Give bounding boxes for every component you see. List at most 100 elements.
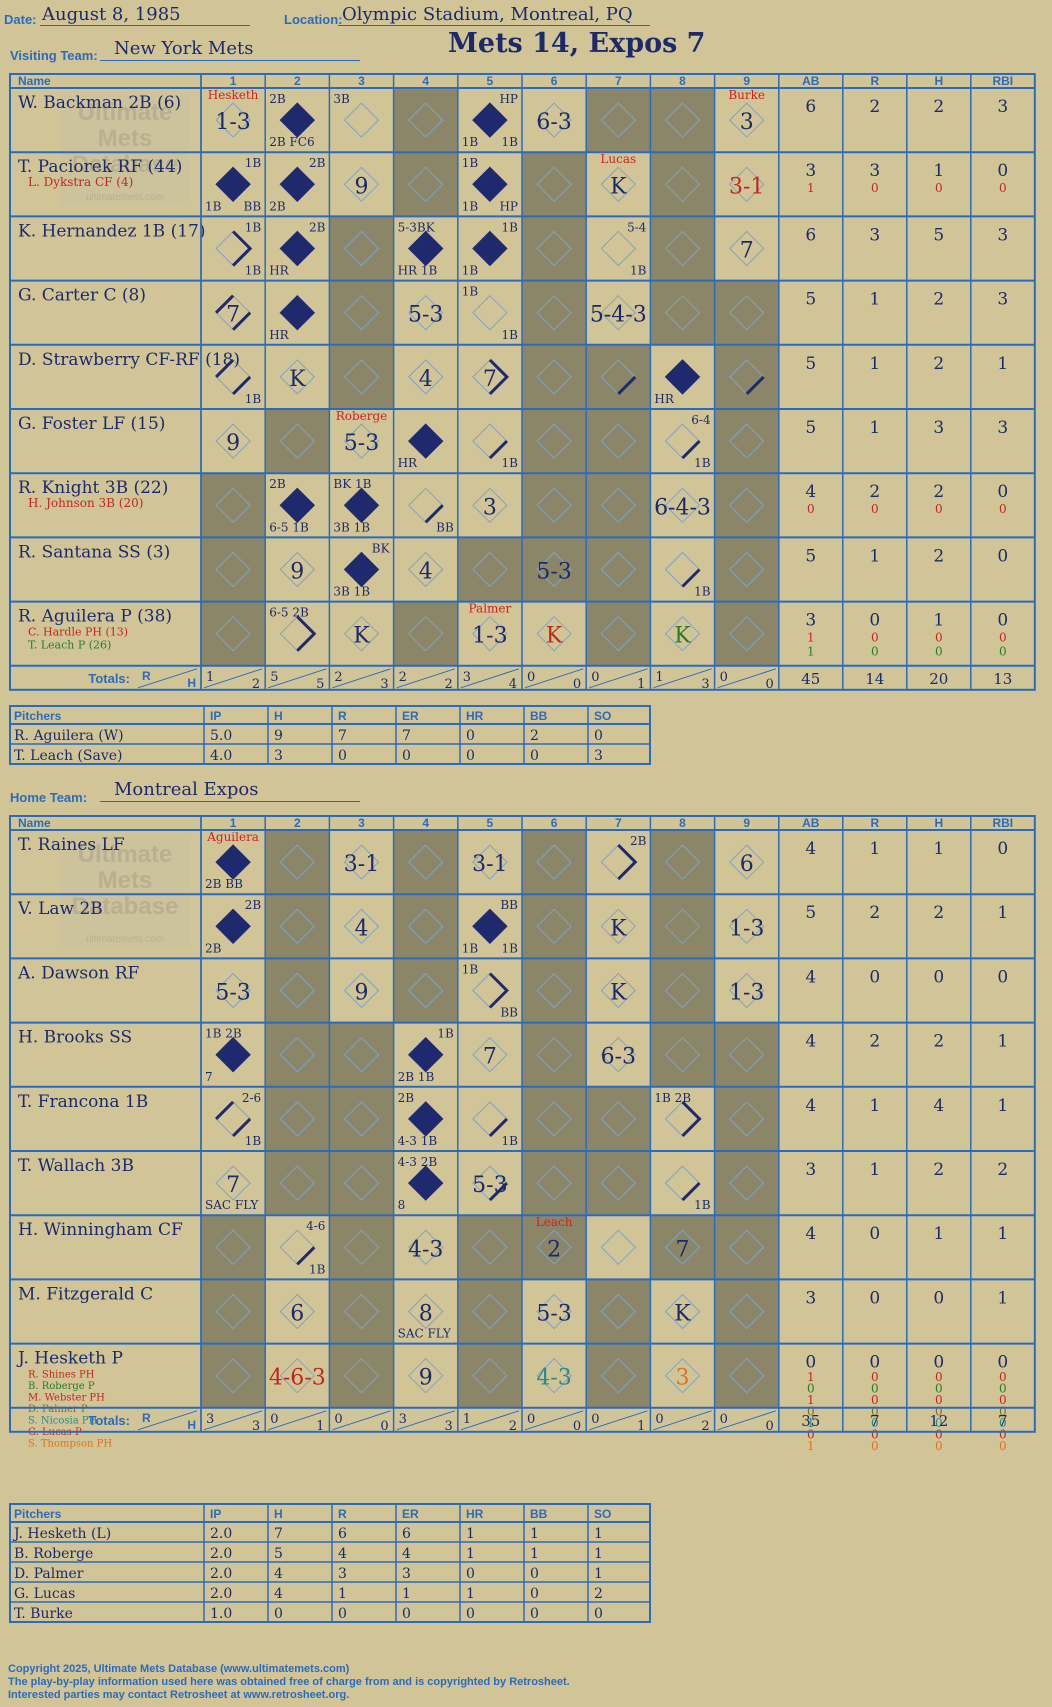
base-diamond	[343, 423, 380, 459]
stat-r: 2	[869, 97, 880, 117]
shaded-inning-cell	[522, 830, 587, 895]
play-notation: 1B	[694, 456, 711, 470]
totals-slash	[524, 1410, 584, 1431]
stat-h: 2	[933, 1032, 944, 1052]
player-name: T. Wallach 3B	[18, 1156, 134, 1176]
watermark-text: Mets	[98, 125, 153, 152]
player-name: T. Paciorek RF (44)	[18, 157, 182, 177]
stat-h: 1	[933, 161, 944, 181]
base-diamond	[472, 844, 508, 880]
total-rbi: 13	[993, 670, 1012, 688]
play-notation: 2B	[269, 92, 286, 106]
inning-header: 4	[422, 74, 429, 88]
base-diamond	[536, 1357, 572, 1394]
base-diamond	[407, 359, 444, 395]
play-notation: 3-1	[344, 852, 379, 877]
totals-slash	[460, 1410, 520, 1431]
shaded-inning-cell	[522, 280, 587, 345]
run-scored-diamond	[279, 166, 316, 203]
stat-r: 3	[869, 161, 880, 181]
shaded-inning-cell	[201, 1343, 266, 1408]
shaded-inning-cell	[650, 1215, 715, 1280]
base-diamond	[407, 487, 444, 524]
stat-r: 1	[869, 1096, 880, 1116]
stat-rbi: 0	[999, 502, 1007, 516]
base-diamond	[664, 1229, 701, 1266]
play-notation: K	[674, 1302, 691, 1327]
base-diamond	[600, 166, 637, 203]
inning-hits: 0	[766, 1419, 774, 1434]
base-diamond	[279, 615, 316, 652]
shaded-inning-cell	[393, 88, 458, 153]
pitcher-header: Pitchers	[14, 709, 62, 723]
play-notation: 5-3	[408, 303, 443, 328]
play-notation: 1B	[694, 585, 711, 599]
pitcher-header: R	[338, 709, 347, 723]
play-notation: 2B	[309, 220, 326, 234]
play-notation: 2B	[309, 156, 326, 170]
base-diamond	[664, 1101, 701, 1137]
base-diamond	[407, 1293, 444, 1330]
play-notation: BB	[436, 520, 454, 534]
stat-h: 0	[935, 1370, 943, 1384]
base-diamond	[343, 1293, 380, 1330]
shaded-inning-cell	[522, 409, 587, 474]
total-r: 7	[870, 1412, 880, 1430]
watermark-text: Database	[72, 893, 179, 920]
shaded-inning-cell	[522, 216, 587, 281]
shaded-inning-cell	[714, 409, 779, 474]
basepath-line	[232, 247, 252, 267]
pitcher-r: 0	[338, 1606, 347, 1622]
pitcher-r: 7	[338, 728, 347, 744]
watermark-url: ultimatemets.com	[86, 192, 164, 203]
stat-h: 2	[933, 482, 944, 502]
inning-header: 8	[679, 74, 686, 88]
substitute-name: S. Thompson PH	[28, 1439, 112, 1450]
play-notation: HP	[499, 199, 518, 213]
play-notation: HR 1B	[398, 264, 438, 278]
pitching-change-note: Leach	[536, 1215, 573, 1229]
total-ab: 45	[801, 670, 820, 688]
stat-r: 0	[871, 502, 879, 516]
base-diamond	[407, 166, 444, 203]
player-name: W. Backman 2B (6)	[18, 93, 181, 113]
base-diamond	[728, 908, 765, 945]
pitcher-hr: 0	[466, 1566, 475, 1582]
stat-r: 1	[869, 546, 880, 566]
play-notation: K	[674, 624, 691, 649]
base-diamond	[536, 615, 572, 652]
base-diamond	[600, 487, 637, 524]
watermark-box	[60, 96, 190, 206]
player-name: T. Francona 1B	[18, 1092, 148, 1112]
pitcher-h: 3	[274, 748, 283, 764]
shaded-inning-cell	[457, 1279, 522, 1344]
pitcher-table-border	[9, 1503, 651, 1623]
stat-r: 0	[869, 1288, 880, 1308]
shaded-inning-cell	[329, 1215, 394, 1280]
stat-ab: 0	[805, 1353, 816, 1373]
base-diamond	[343, 1101, 380, 1137]
base-diamond	[472, 1101, 508, 1137]
run-scored-diamond	[407, 423, 444, 459]
play-notation: 2	[547, 1237, 561, 1262]
play-notation: 1-3	[729, 981, 764, 1006]
shaded-inning-cell	[265, 1086, 330, 1151]
play-notation: BB	[500, 1006, 518, 1020]
stat-r: 0	[871, 1439, 879, 1453]
pitcher-h: 7	[274, 1526, 283, 1542]
total-ab: 35	[801, 1412, 820, 1430]
inning-header: 4	[422, 816, 429, 830]
base-diamond	[536, 551, 572, 588]
play-notation: 2B	[269, 477, 286, 491]
shaded-inning-cell	[586, 601, 651, 666]
shaded-inning-cell	[586, 473, 651, 538]
play-notation: 6-4	[691, 413, 711, 427]
stat-rbi: 0	[997, 611, 1008, 631]
play-notation: 7	[226, 1173, 240, 1198]
base-diamond	[215, 1101, 251, 1137]
play-notation: HP	[499, 92, 518, 106]
totals-slash	[717, 668, 776, 689]
stat-ab: 6	[805, 225, 816, 245]
pitching-change-note: Palmer	[469, 602, 512, 616]
play-notation: HR	[654, 392, 674, 406]
